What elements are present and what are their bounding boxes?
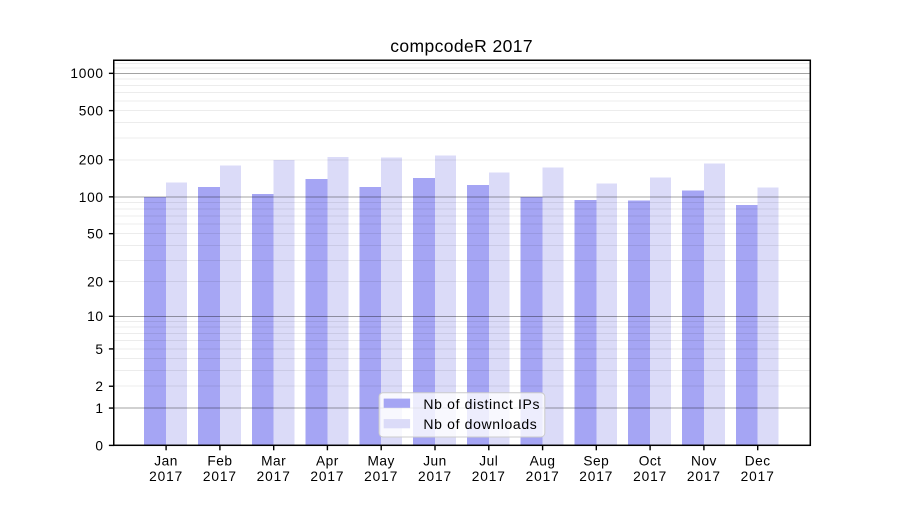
svg-text:Nb of downloads: Nb of downloads — [423, 416, 537, 432]
svg-text:2017: 2017 — [633, 469, 667, 484]
svg-text:1: 1 — [95, 401, 103, 416]
svg-text:Nov: Nov — [691, 454, 717, 469]
svg-text:2017: 2017 — [579, 469, 613, 484]
svg-text:2017: 2017 — [149, 469, 183, 484]
svg-text:Jul: Jul — [479, 454, 498, 469]
svg-text:Feb: Feb — [207, 454, 232, 469]
svg-text:100: 100 — [79, 190, 104, 205]
svg-text:200: 200 — [79, 153, 104, 168]
svg-text:Dec: Dec — [745, 454, 771, 469]
svg-text:2017: 2017 — [472, 469, 506, 484]
svg-text:2017: 2017 — [310, 469, 344, 484]
svg-text:2017: 2017 — [257, 469, 291, 484]
svg-text:1000: 1000 — [70, 66, 103, 81]
svg-text:5: 5 — [95, 342, 103, 357]
svg-text:2017: 2017 — [418, 469, 452, 484]
svg-text:Mar: Mar — [261, 454, 286, 469]
svg-text:10: 10 — [87, 309, 104, 324]
svg-text:Aug: Aug — [530, 454, 556, 469]
svg-text:Oct: Oct — [639, 454, 662, 469]
svg-text:0: 0 — [95, 438, 103, 453]
svg-text:2: 2 — [95, 379, 103, 394]
svg-text:Sep: Sep — [583, 454, 609, 469]
svg-text:2017: 2017 — [687, 469, 721, 484]
svg-text:Jan: Jan — [154, 454, 178, 469]
svg-text:Jun: Jun — [423, 454, 447, 469]
svg-text:50: 50 — [87, 227, 104, 242]
svg-text:compcodeR 2017: compcodeR 2017 — [390, 36, 533, 56]
svg-text:2017: 2017 — [364, 469, 398, 484]
svg-text:Nb of distinct IPs: Nb of distinct IPs — [423, 396, 540, 412]
svg-text:2017: 2017 — [203, 469, 237, 484]
svg-text:May: May — [368, 454, 395, 469]
svg-text:500: 500 — [79, 104, 104, 119]
svg-text:20: 20 — [87, 274, 104, 289]
svg-text:2017: 2017 — [741, 469, 775, 484]
svg-text:Apr: Apr — [316, 454, 339, 469]
svg-text:2017: 2017 — [526, 469, 560, 484]
